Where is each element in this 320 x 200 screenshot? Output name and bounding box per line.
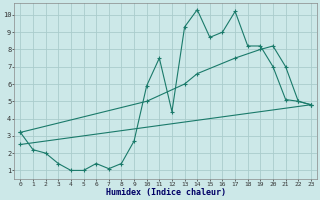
X-axis label: Humidex (Indice chaleur): Humidex (Indice chaleur) [106, 188, 226, 197]
